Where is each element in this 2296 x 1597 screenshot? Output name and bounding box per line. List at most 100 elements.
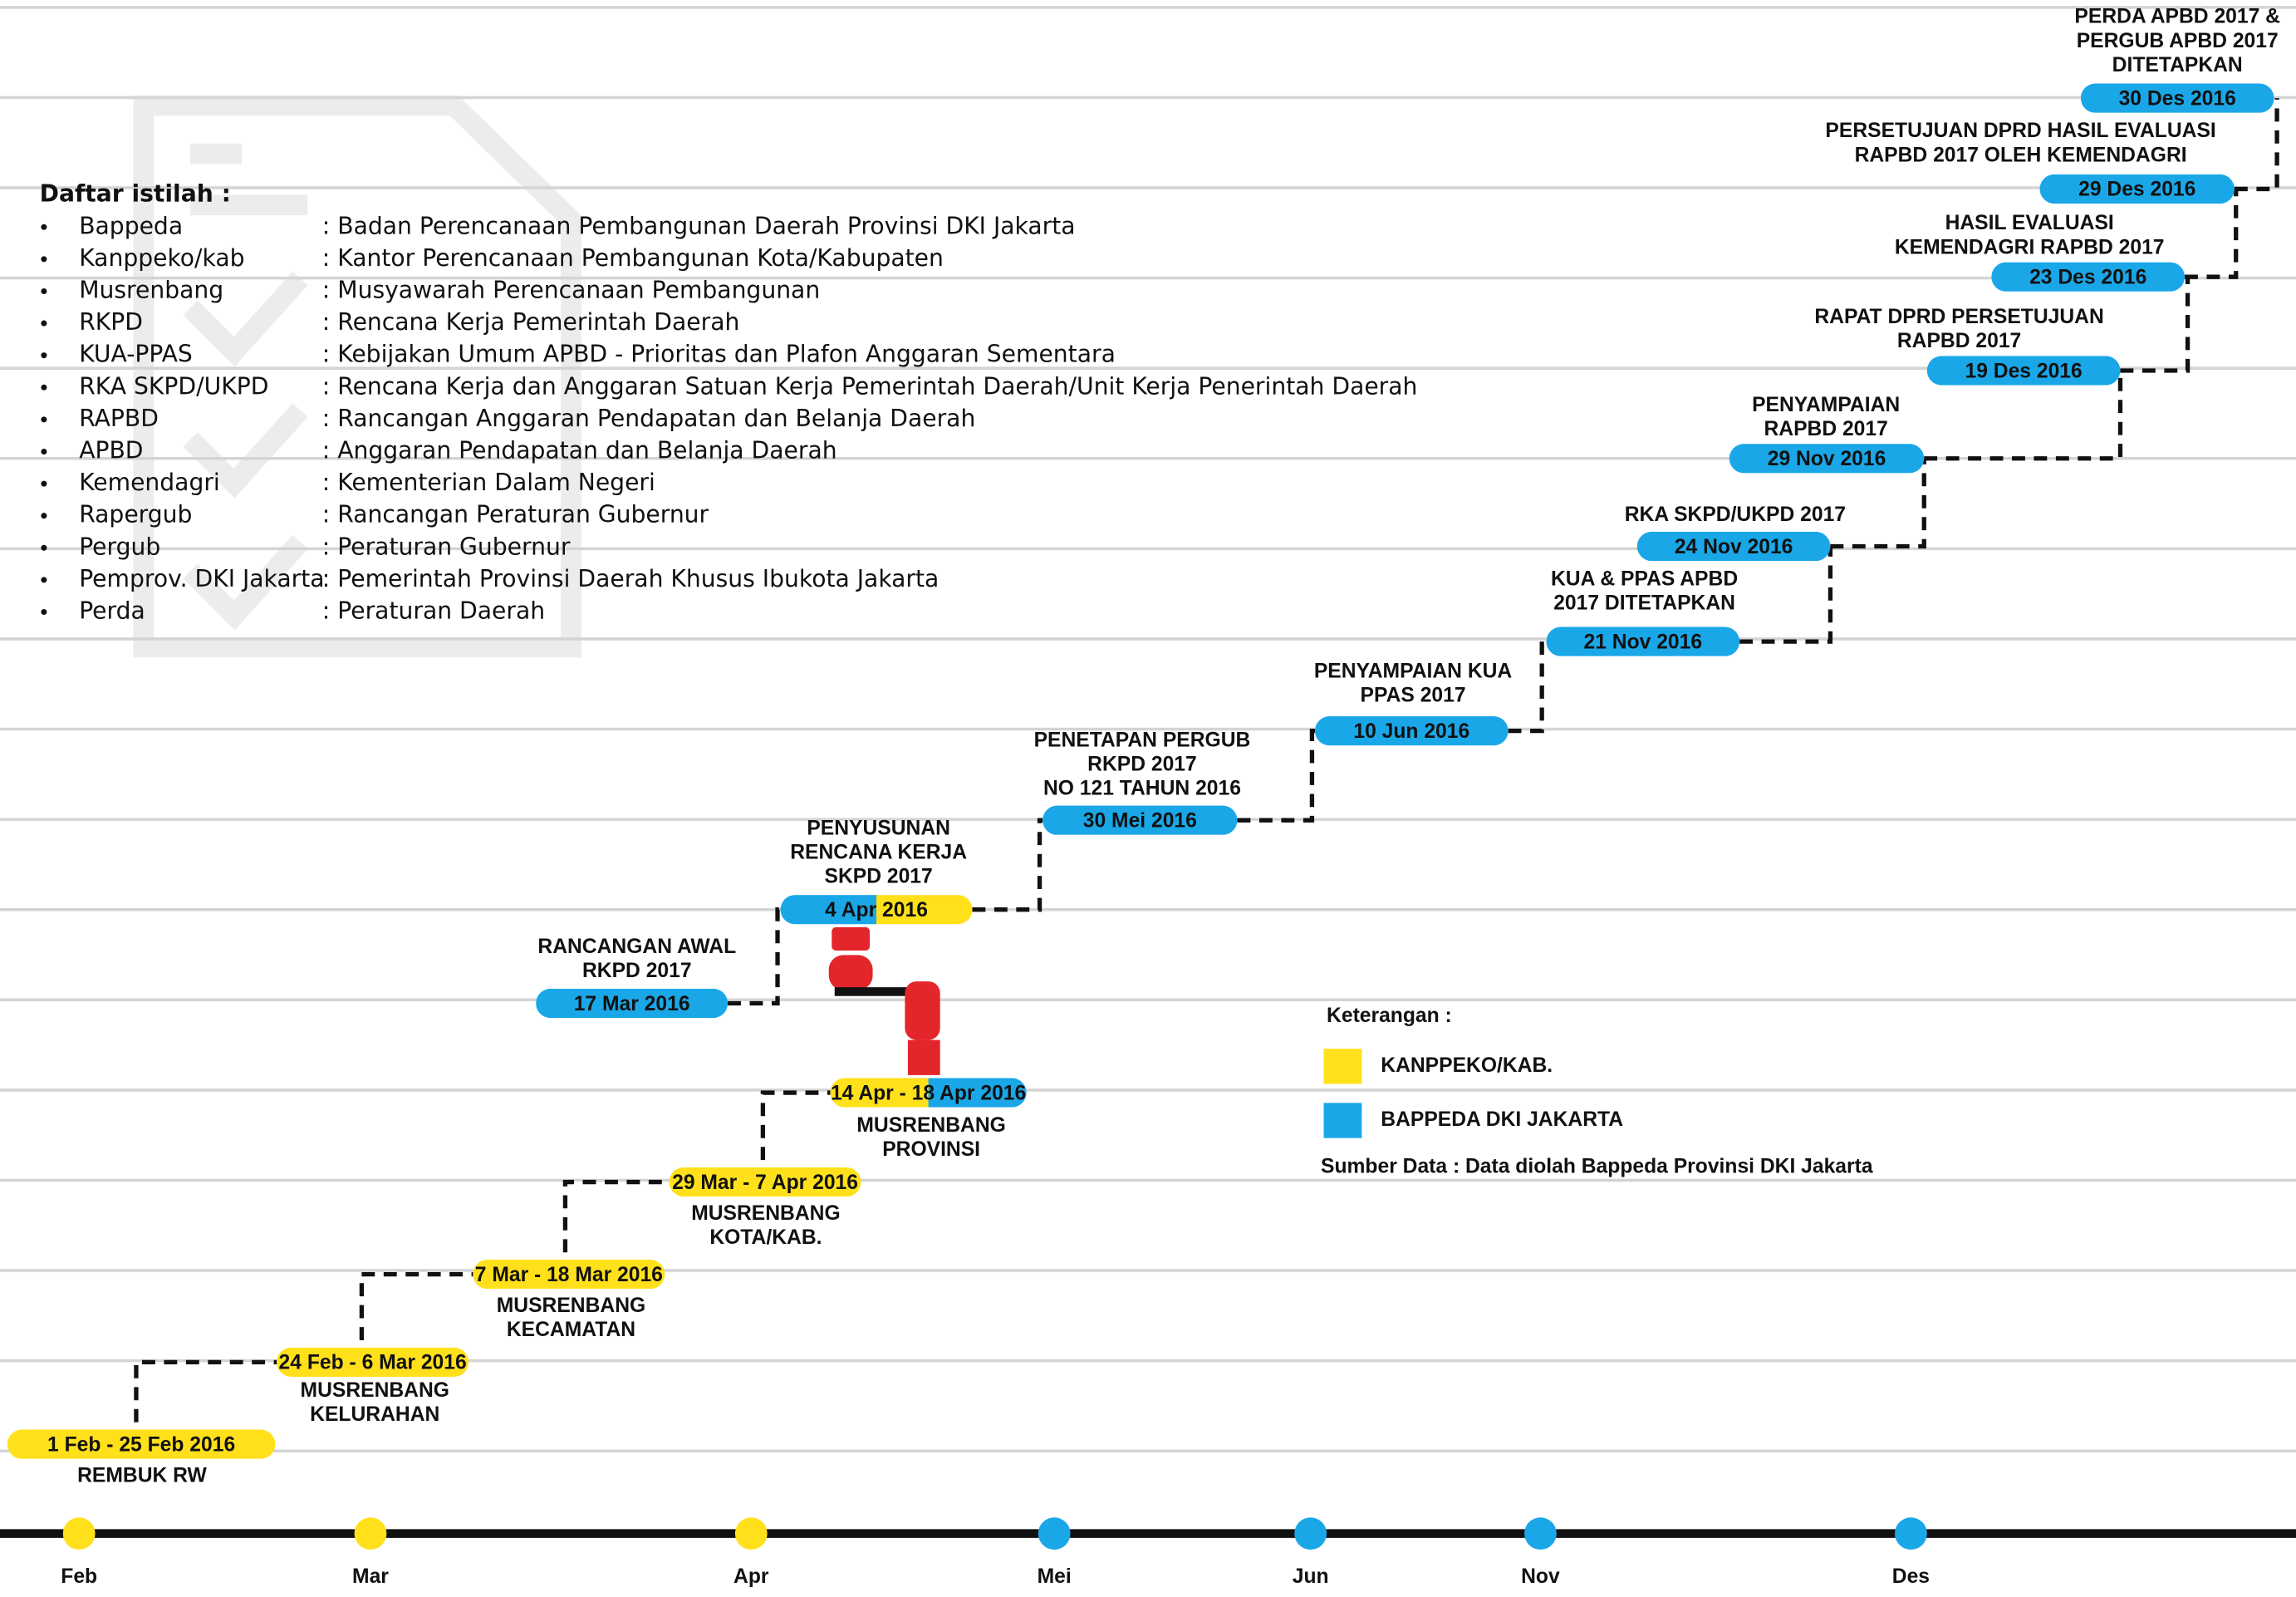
step: 29 Des 2016PERSETUJUAN DPRD HASIL EVALUA… [1825,120,2235,204]
bullet [41,288,47,294]
glossary-title: Daftar istilah : [40,179,231,207]
legend-title: Keterangan : [1327,1005,1452,1027]
step-date: 21 Nov 2016 [1584,631,1703,653]
step: 7 Mar - 18 Mar 2016 MUSRENBANGKECAMATAN [473,1260,666,1341]
glossary-term: Rapergub [79,501,192,528]
step-label: PENYAMPAIAN KUA [1314,661,1513,683]
month-label: Mei [1038,1565,1072,1588]
glossary-definition: : Musyawarah Perencanaan Pembangunan [322,276,820,303]
glossary-term: Kemendagri [79,469,220,496]
bullet [41,385,47,391]
step-date: 29 Mar - 7 Apr 2016 [672,1172,858,1194]
step-label: RENCANA KERJA [790,841,967,863]
step-label: PROVINSI [882,1138,980,1161]
glossary-term: RAPBD [79,405,159,432]
month-label: Mar [352,1565,389,1588]
glossary-definition: : Pemerintah Provinsi Daerah Khusus Ibuk… [322,565,939,592]
source: Sumber Data : Data diolah Bappeda Provin… [1321,1155,1873,1177]
month-dot [735,1517,768,1550]
step-date: 1 Feb - 25 Feb 2016 [47,1433,235,1456]
bullet [41,545,47,551]
step-label: SKPD 2017 [825,865,933,887]
month-dot [355,1517,387,1550]
step-label: RAPBD 2017 [1897,330,2021,352]
step-label: MUSRENBANG [856,1114,1005,1137]
step-date: 19 Des 2016 [1965,360,2083,382]
month-label: Des [1892,1565,1930,1588]
step-label: KELURAHAN [310,1403,439,1426]
step-label: RKPD 2017 [1087,754,1197,776]
step-label: RAPBD 2017 [1764,418,1887,440]
bullet [41,609,47,615]
step-label: MUSRENBANG [497,1295,645,1317]
step-label: RAPAT DPRD PERSETUJUAN [1814,306,2103,328]
glossary-term: KUA-PPAS [79,341,193,368]
step-date: 29 Nov 2016 [1768,448,1886,470]
step-date: 23 Des 2016 [2029,266,2146,288]
bullet [41,321,47,327]
step-date: 29 Des 2016 [2078,179,2195,201]
step-label: PENYAMPAIAN [1752,394,1900,416]
glossary-term: Perda [79,597,145,625]
step-label: KECAMATAN [507,1319,635,1341]
step-label: RAPBD 2017 OLEH KEMENDAGRI [1855,144,2187,166]
glossary-definition: : Rancangan Peraturan Gubernur [322,501,709,528]
month-label: Feb [61,1565,97,1588]
bullet [41,416,47,422]
glossary-term: Pemprov. DKI Jakarta [79,565,324,592]
bullet [41,513,47,518]
glossary-definition: : Badan Perencanaan Pembangunan Daerah P… [322,212,1076,239]
step-label: REMBUK RW [77,1464,207,1486]
step-label: KOTA/KAB. [709,1226,822,1249]
step-date: 30 Des 2016 [2119,87,2236,110]
legend-label: BAPPEDA DKI JAKARTA [1381,1108,1623,1131]
step: 30 Des 2016 PERDA APBD 2017 &PERGUB APBD … [2074,6,2280,113]
month-dot [63,1517,96,1550]
glossary-definition: : Rencana Kerja dan Anggaran Satuan Kerj… [322,372,1418,400]
step-label: MUSRENBANG [691,1202,840,1225]
step-label: NO 121 TAHUN 2016 [1043,778,1241,800]
glossary-definition: : Kebijakan Umum APBD - Prioritas dan Pl… [322,341,1116,368]
glossary-definition: : Anggaran Pendapatan dan Belanja Daerah [322,436,837,464]
bullet [41,449,47,455]
step-label: PERDA APBD 2017 & [2074,6,2280,28]
bullet [41,577,47,582]
glossary-definition: : Peraturan Daerah [322,597,545,625]
step-label: PENETAPAN PERGUB [1034,730,1251,752]
legend-swatch [1324,1049,1362,1084]
connector [972,820,1043,910]
infographic: 1 Feb - 25 Feb 2016 REMBUK RW 24 Feb - 6 M… [0,0,2296,1597]
step-date: 4 Apr 2016 [825,899,928,921]
bullet [41,352,47,358]
step-date: 14 Apr - 18 Apr 2016 [831,1082,1026,1104]
step-date: 30 Mei 2016 [1083,809,1197,832]
step-label: PENYUSUNAN [807,817,950,839]
step-label: MUSRENBANG [301,1379,449,1402]
step-date: 17 Mar 2016 [574,993,690,1015]
bullet [41,256,47,262]
step-label: RKPD 2017 [582,960,692,982]
glossary-term: RKPD [79,308,143,336]
month-label: Apr [733,1565,769,1588]
glossary-term: Musrenbang [79,276,223,303]
step-label: PERGUB APBD 2017 [2077,30,2279,52]
glossary-term: Kanppeko/kab [79,244,244,272]
month-dot [1524,1517,1557,1550]
glossary-definition: : Peraturan Gubernur [322,533,571,560]
step-date: 7 Mar - 18 Mar 2016 [475,1264,663,1286]
month-label: Nov [1521,1565,1560,1588]
step-date: 10 Jun 2016 [1353,720,1469,743]
month-label: Jun [1293,1565,1329,1588]
step-date: 24 Feb - 6 Mar 2016 [279,1352,467,1374]
glossary-term: APBD [79,436,143,464]
step-label: RANCANGAN AWAL [537,936,736,958]
step-label: HASIL EVALUASI [1945,212,2114,234]
step: 1 Feb - 25 Feb 2016 REMBUK RW [7,1429,277,1486]
